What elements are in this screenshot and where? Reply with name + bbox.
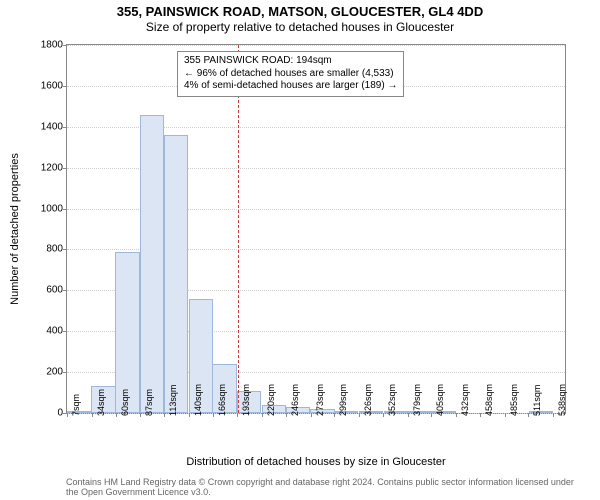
x-tick-label: 273sqm bbox=[315, 384, 325, 416]
x-tick-label: 60sqm bbox=[120, 389, 130, 416]
x-tick-label: 458sqm bbox=[484, 384, 494, 416]
gridline bbox=[67, 45, 565, 46]
histogram-bar bbox=[164, 135, 188, 413]
y-tick-label: 600 bbox=[46, 285, 67, 296]
x-tick-label: 379sqm bbox=[412, 384, 422, 416]
y-tick-label: 400 bbox=[46, 326, 67, 337]
x-axis-label: Distribution of detached houses by size … bbox=[66, 456, 566, 468]
reference-line bbox=[238, 45, 239, 413]
chart-container: 355, PAINSWICK ROAD, MATSON, GLOUCESTER,… bbox=[0, 0, 600, 500]
annotation-line: 355 PAINSWICK ROAD: 194sqm bbox=[184, 55, 397, 68]
y-tick-label: 0 bbox=[57, 408, 67, 419]
histogram-bar bbox=[140, 115, 164, 413]
x-tick-label: 140sqm bbox=[193, 384, 203, 416]
y-tick-label: 1600 bbox=[41, 80, 67, 91]
x-tick-label: 511sqm bbox=[532, 385, 542, 416]
x-tick-label: 166sqm bbox=[217, 384, 227, 416]
x-tick-label: 193sqm bbox=[241, 384, 251, 416]
annotation-box: 355 PAINSWICK ROAD: 194sqm ← 96% of deta… bbox=[177, 51, 404, 97]
plot-area: 0200400600800100012001400160018007sqm34s… bbox=[66, 44, 566, 414]
y-tick-label: 200 bbox=[46, 367, 67, 378]
x-tick-label: 299sqm bbox=[338, 384, 348, 416]
x-tick-label: 326sqm bbox=[363, 384, 373, 416]
chart-subtitle: Size of property relative to detached ho… bbox=[0, 20, 600, 34]
y-tick-label: 1400 bbox=[41, 121, 67, 132]
footer-text: Contains HM Land Registry data © Crown c… bbox=[66, 477, 576, 497]
x-tick-label: 87sqm bbox=[144, 389, 154, 416]
y-tick-label: 1800 bbox=[41, 40, 67, 51]
y-tick-label: 800 bbox=[46, 244, 67, 255]
x-tick-label: 432sqm bbox=[460, 384, 470, 416]
x-tick-label: 538sqm bbox=[557, 384, 567, 416]
x-tick-label: 246sqm bbox=[290, 384, 300, 416]
annotation-line: ← 96% of detached houses are smaller (4,… bbox=[184, 68, 397, 81]
x-tick-label: 7sqm bbox=[71, 394, 81, 416]
x-tick-label: 220sqm bbox=[266, 384, 276, 416]
x-tick-label: 405sqm bbox=[435, 384, 445, 416]
x-tick-label: 34sqm bbox=[96, 389, 106, 416]
x-tick-label: 113sqm bbox=[168, 385, 178, 416]
annotation-line: 4% of semi-detached houses are larger (1… bbox=[184, 80, 397, 93]
chart-title: 355, PAINSWICK ROAD, MATSON, GLOUCESTER,… bbox=[0, 4, 600, 19]
y-axis-label: Number of detached properties bbox=[8, 44, 22, 414]
y-tick-label: 1200 bbox=[41, 162, 67, 173]
x-tick-label: 485sqm bbox=[509, 384, 519, 416]
y-tick-label: 1000 bbox=[41, 203, 67, 214]
x-tick-label: 352sqm bbox=[387, 384, 397, 416]
